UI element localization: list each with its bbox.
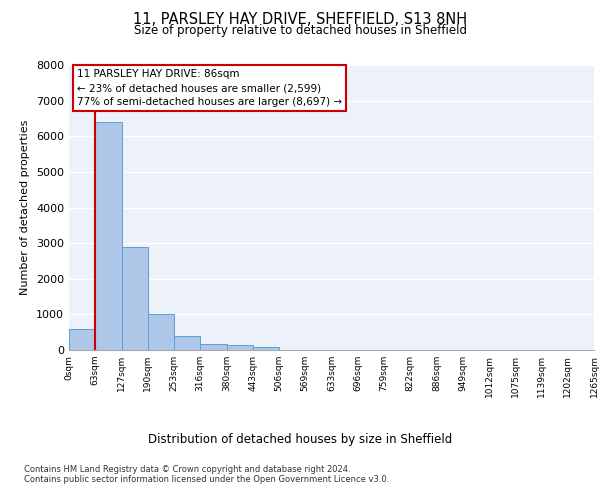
Bar [69,328,95,350]
Bar [121,246,148,350]
Bar [95,122,121,350]
Bar [174,336,200,350]
Text: Distribution of detached houses by size in Sheffield: Distribution of detached houses by size … [148,432,452,446]
Text: 11, PARSLEY HAY DRIVE, SHEFFIELD, S13 8NH: 11, PARSLEY HAY DRIVE, SHEFFIELD, S13 8N… [133,12,467,28]
Text: Size of property relative to detached houses in Sheffield: Size of property relative to detached ho… [133,24,467,37]
Bar [148,314,174,350]
Text: 11 PARSLEY HAY DRIVE: 86sqm
← 23% of detached houses are smaller (2,599)
77% of : 11 PARSLEY HAY DRIVE: 86sqm ← 23% of det… [77,70,342,108]
Bar [227,346,253,350]
Bar [200,344,227,350]
Text: Contains public sector information licensed under the Open Government Licence v3: Contains public sector information licen… [24,475,389,484]
Bar [253,347,279,350]
Y-axis label: Number of detached properties: Number of detached properties [20,120,31,295]
Text: Contains HM Land Registry data © Crown copyright and database right 2024.: Contains HM Land Registry data © Crown c… [24,465,350,474]
